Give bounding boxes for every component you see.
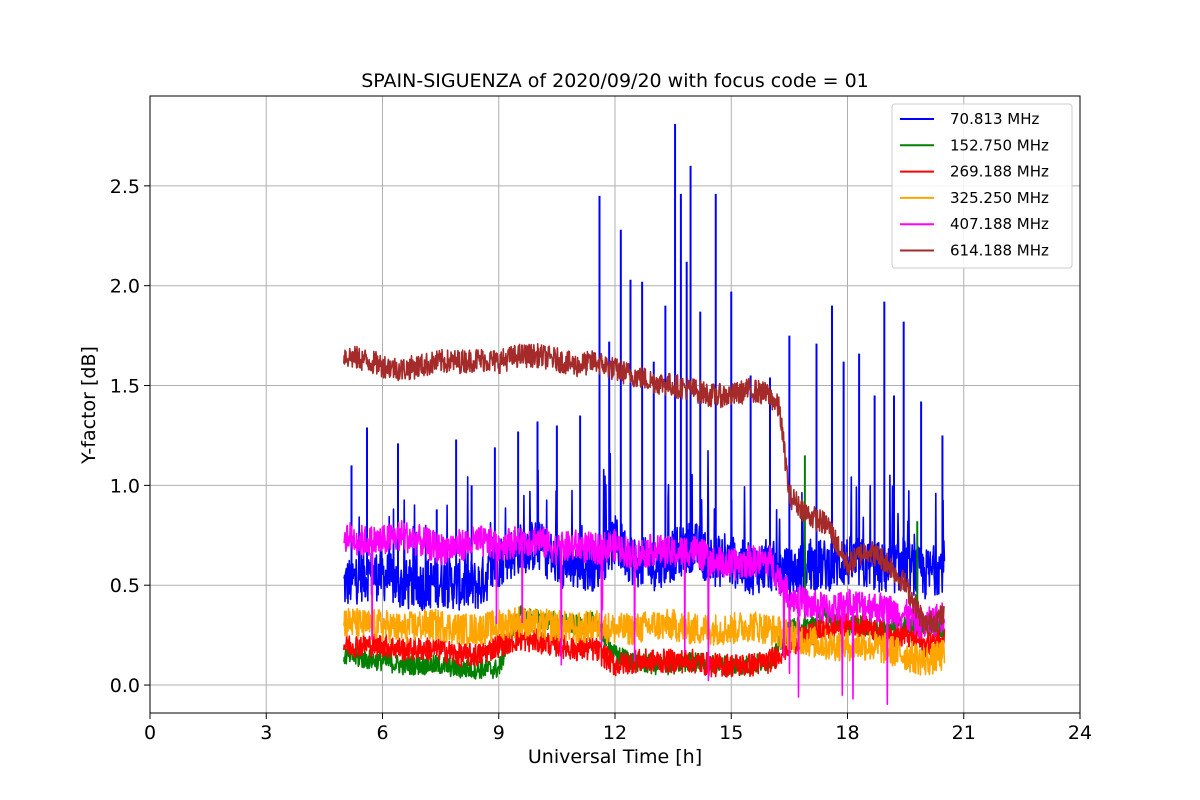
series-group: [343, 123, 946, 706]
y-tick-label: 1.0: [110, 475, 140, 497]
legend-label: 152.750 MHz: [950, 136, 1049, 154]
y-axis-label: Y-factor [dB]: [78, 346, 100, 465]
series-line: [343, 606, 946, 676]
x-tick-label: 24: [1068, 722, 1092, 744]
legend-label: 325.250 MHz: [950, 189, 1049, 207]
series-line: [343, 343, 946, 635]
x-tick-label: 12: [603, 722, 627, 744]
x-tick-label: 0: [144, 722, 156, 744]
x-tick-label: 3: [260, 722, 272, 744]
legend-box: [891, 103, 1073, 269]
x-tick-label: 9: [493, 722, 505, 744]
legend-label: 70.813 MHz: [950, 110, 1039, 128]
y-tick-label: 1.5: [110, 376, 140, 398]
legend-label: 614.188 MHz: [950, 242, 1049, 260]
x-tick-label: 21: [952, 722, 976, 744]
series-line: [343, 520, 946, 706]
x-ticks: 0 3 6 9 12 15 18 21 24: [144, 713, 1092, 744]
legend-label: 407.188 MHz: [950, 215, 1049, 233]
x-tick-label: 15: [719, 722, 743, 744]
y-ticks: 0.0 0.5 1.0 1.5 2.0 2.5: [110, 176, 150, 697]
x-tick-label: 18: [835, 722, 859, 744]
x-axis-label: Universal Time [h]: [528, 746, 702, 768]
y-tick-label: 2.5: [110, 176, 140, 198]
y-tick-label: 0.0: [110, 675, 140, 697]
x-tick-label: 6: [376, 722, 388, 744]
legend-label: 269.188 MHz: [950, 163, 1049, 181]
y-tick-label: 0.5: [110, 575, 140, 597]
chart-title: SPAIN-SIGUENZA of 2020/09/20 with focus …: [361, 70, 869, 92]
legend: 70.813 MHz 152.750 MHz 269.188 MHz 325.250 …: [891, 103, 1073, 269]
y-tick-label: 2.0: [110, 276, 140, 298]
